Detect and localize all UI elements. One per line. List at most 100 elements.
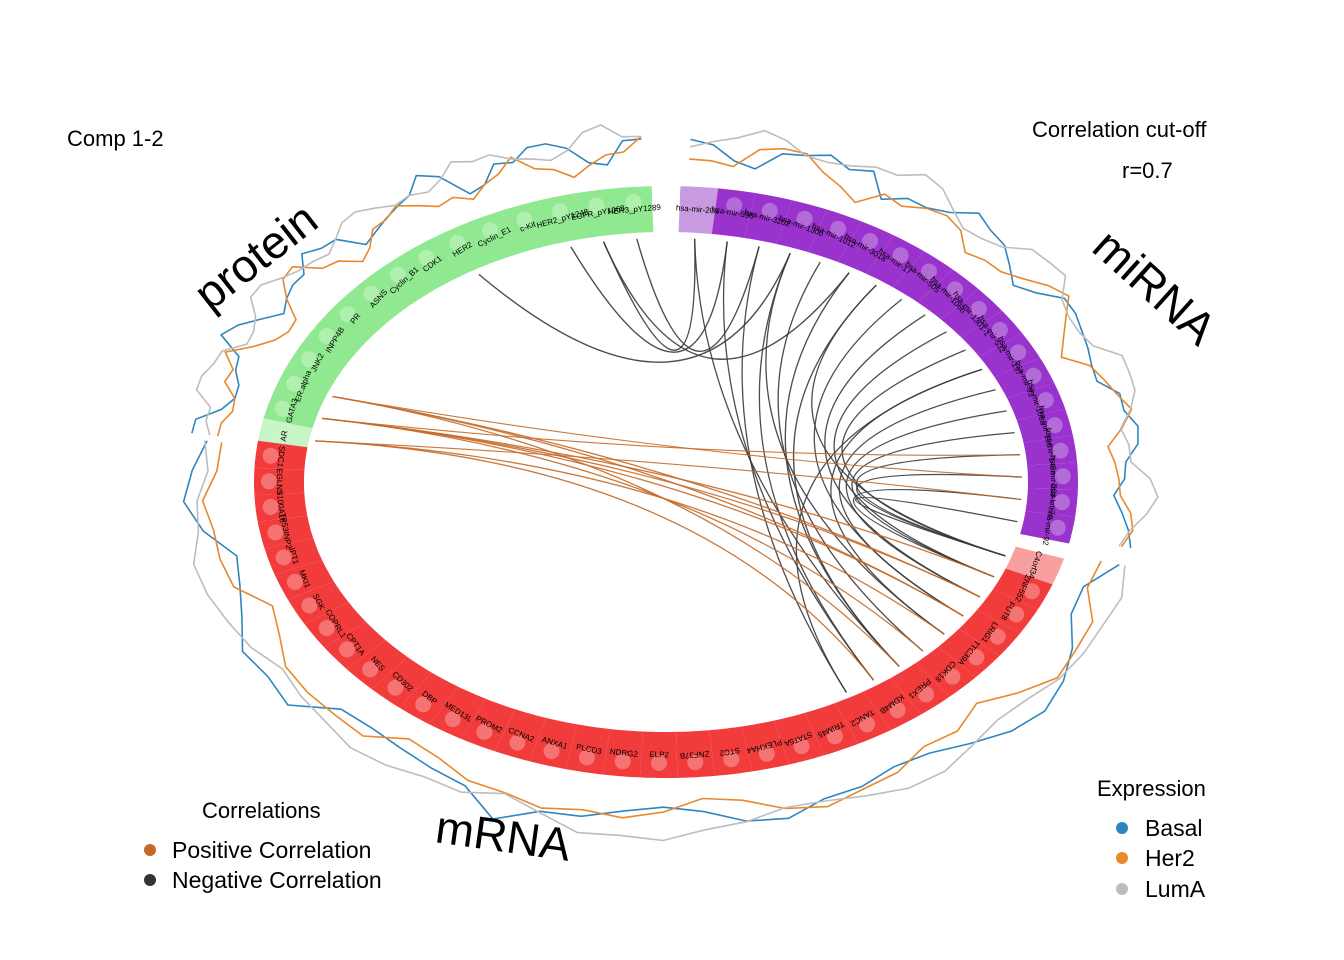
correlation-link <box>322 417 924 652</box>
mrna-feature-label: STC2 <box>718 746 740 758</box>
negative-correlation-label: Negative Correlation <box>172 867 382 893</box>
correlation-link <box>856 473 1022 557</box>
mrna-segment-marker <box>1008 606 1025 623</box>
mirna-segment-marker <box>947 281 964 298</box>
protein-segment <box>304 316 366 363</box>
correlation-link <box>478 253 791 363</box>
mrna-segment-marker <box>415 696 432 713</box>
mirna-segment <box>1016 408 1073 443</box>
expression-line <box>689 147 1134 548</box>
her2-dot <box>1116 852 1128 864</box>
comp-label: Comp 1-2 <box>67 126 164 151</box>
mirna-segment <box>979 333 1040 377</box>
her2-label: Her2 <box>1145 845 1195 871</box>
mrna-segment-marker <box>287 573 303 590</box>
mrna-segment-marker <box>578 749 595 766</box>
correlation-link <box>315 440 875 681</box>
luma-label: LumA <box>1145 876 1206 902</box>
mrna-segment-marker <box>758 745 775 762</box>
mirna-segment-marker <box>991 322 1008 338</box>
expression-line <box>201 442 1102 819</box>
protein-segment-marker <box>286 375 303 392</box>
mrna-segment-marker <box>651 755 667 771</box>
correlation-legend: Correlations Positive Correlation Negati… <box>144 798 382 893</box>
correlation-link <box>824 314 981 598</box>
mrna-segment <box>639 731 678 778</box>
expression-line <box>192 440 1126 842</box>
negative-correlation-dot <box>144 874 156 886</box>
mirna-segment-marker <box>920 263 937 280</box>
mrna-segment <box>346 639 408 690</box>
correlation-link <box>792 284 900 667</box>
mirna-segment <box>940 289 1002 338</box>
mrna-segment-marker <box>723 751 740 768</box>
protein-segment-marker <box>625 193 642 210</box>
protein-segment-marker <box>318 328 335 344</box>
mrna-segment-marker <box>318 620 335 637</box>
mrna-segment-marker <box>614 753 631 770</box>
protein-segment-marker <box>363 285 380 302</box>
expression-legend: Expression Basal Her2 LumA <box>1097 776 1206 902</box>
mrna-segment-marker <box>509 734 526 751</box>
protein-segment-marker <box>274 400 291 417</box>
protein-feature-label: AR <box>279 429 290 442</box>
block-label-mirna: miRNA <box>1083 219 1226 355</box>
protein-segment <box>402 237 462 290</box>
positive-correlation-label: Positive Correlation <box>172 837 371 863</box>
mrna-feature-label: S100A16 <box>275 489 287 523</box>
block-label-protein: protein <box>184 192 327 320</box>
mrna-segment-marker <box>262 447 279 464</box>
correlation-link <box>332 395 900 667</box>
mrna-segment <box>602 729 643 778</box>
protein-segment-marker <box>300 351 317 368</box>
expression-line <box>191 138 642 434</box>
feature-ring <box>254 186 1078 778</box>
mrna-feature-label: NDRG2 <box>609 747 638 759</box>
protein-segment-marker <box>449 234 466 251</box>
mirna-segment-marker <box>1046 417 1063 434</box>
mirna-segment-marker <box>796 210 813 227</box>
mirna-segment <box>711 188 756 238</box>
mirna-segment <box>917 269 979 320</box>
mrna-segment <box>992 568 1053 610</box>
protein-segment-marker <box>266 426 283 443</box>
mrna-segment <box>1005 546 1064 585</box>
protein-segment-marker <box>418 249 435 266</box>
mrna-segment-marker <box>267 524 284 541</box>
mrna-segment <box>288 581 349 625</box>
correlation-link <box>795 368 983 693</box>
mrna-segment <box>371 657 432 708</box>
mrna-segment-marker <box>968 649 985 666</box>
expression-line <box>216 135 642 437</box>
protein-segment <box>324 294 387 343</box>
mrna-segment-marker <box>944 668 961 685</box>
correlation-link <box>332 395 1022 478</box>
luma-dot <box>1116 883 1128 895</box>
correlation-link <box>602 241 850 360</box>
block-label-mrna: mRNA <box>433 800 575 870</box>
mrna-feature-label: EGLN3 <box>275 468 284 495</box>
mrna-segment <box>977 589 1038 634</box>
mrna-segment-marker <box>687 754 704 771</box>
correlation-link <box>765 253 945 635</box>
correlation-link <box>758 253 875 681</box>
mirna-segment-marker <box>726 197 743 214</box>
expression-lines <box>182 124 1159 842</box>
correlation-link <box>851 431 1015 578</box>
expression-line <box>690 138 1139 549</box>
correlation-link <box>853 488 1022 578</box>
mrna-segment-marker <box>859 716 876 733</box>
expression-line <box>195 124 642 436</box>
mirna-segment-marker <box>1054 494 1070 511</box>
mrna-segment <box>915 646 976 697</box>
mrna-segment-marker <box>989 628 1006 645</box>
protein-segment <box>263 391 322 429</box>
protein-segment <box>287 340 349 384</box>
mirna-segment-marker <box>1037 392 1054 409</box>
mirna-segment-marker <box>892 247 909 264</box>
correlation-link <box>855 454 1020 557</box>
protein-segment-marker <box>516 211 533 228</box>
mrna-segment-marker <box>1023 583 1040 600</box>
mirna-segment-marker <box>690 193 707 210</box>
expression-legend-title: Expression <box>1097 776 1206 801</box>
